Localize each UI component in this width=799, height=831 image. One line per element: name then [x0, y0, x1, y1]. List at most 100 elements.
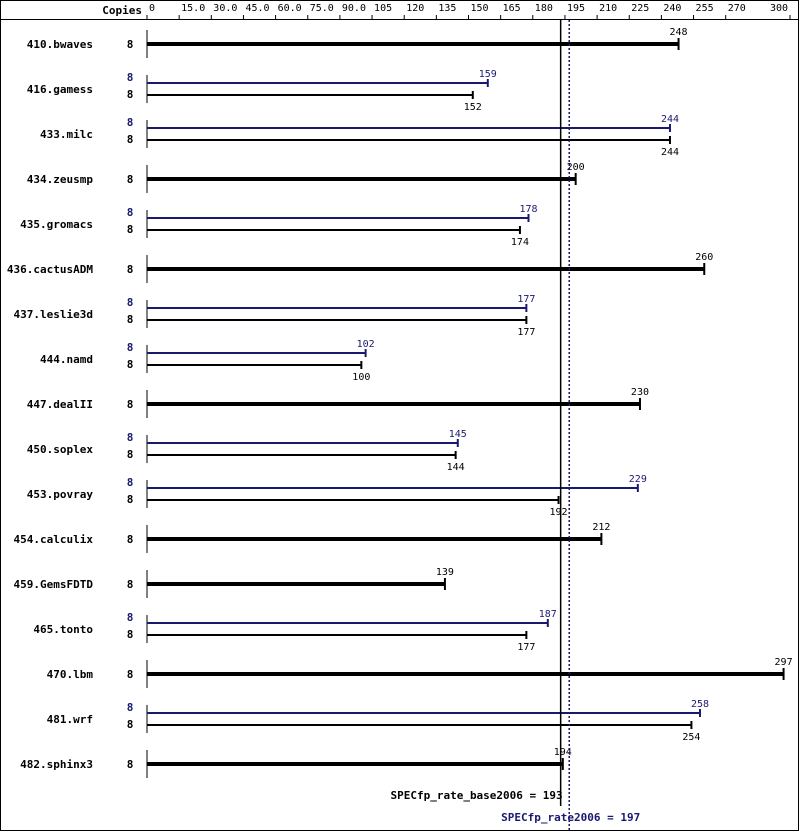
x-tick-label: 225 [631, 3, 649, 14]
base-copies: 8 [127, 448, 134, 461]
base-copies: 8 [127, 718, 134, 731]
peak-value-label: 178 [519, 204, 537, 215]
benchmark-row: 453.povray 8 229 8 192 [27, 474, 647, 518]
benchmark-name: 437.leslie3d [14, 308, 93, 321]
benchmark-row: 444.namd 8 102 8 100 [40, 339, 375, 383]
base-value-label: 144 [447, 462, 465, 473]
base-copies: 8 [127, 533, 134, 546]
benchmark-row: 459.GemsFDTD 8 139 [14, 567, 454, 598]
base-value-label: 152 [464, 102, 482, 113]
x-tick-label: 210 [599, 3, 617, 14]
x-axis-ticks: 0 15.0 30.0 45.0 60.0 75.0 90.0 105 120 135 150 165… [146, 3, 791, 20]
benchmark-row: 436.cactusADM 8 260 [7, 252, 713, 283]
peak-value-label: 229 [629, 474, 647, 485]
x-tick-label: 150 [471, 3, 489, 14]
x-tick-label: 0 [149, 3, 155, 14]
base-value-label: 230 [631, 387, 649, 398]
peak-copies: 8 [127, 71, 134, 84]
base-copies: 8 [127, 578, 134, 591]
base-value-label: 192 [549, 507, 567, 518]
benchmark-row: 433.milc 8 244 8 244 [40, 114, 679, 158]
base-value-label: 297 [775, 657, 793, 668]
peak-value-label: 145 [449, 429, 467, 440]
peak-summary-label: SPECfp_rate2006 = 197 [501, 811, 640, 824]
base-copies: 8 [127, 313, 134, 326]
benchmark-name: 454.calculix [14, 533, 94, 546]
benchmark-row: 435.gromacs 8 178 8 174 [20, 204, 537, 248]
x-tick-label: 90.0 [342, 3, 366, 14]
benchmark-row: 437.leslie3d 8 177 8 177 [14, 294, 536, 338]
base-copies: 8 [127, 88, 134, 101]
base-value-label: 244 [661, 147, 679, 158]
base-copies: 8 [127, 668, 134, 681]
base-value-label: 248 [670, 27, 688, 38]
base-value-label: 194 [554, 747, 572, 758]
x-tick-label: 15.0 [181, 3, 205, 14]
base-value-label: 139 [436, 567, 454, 578]
benchmark-row: 481.wrf 8 258 8 254 [47, 699, 709, 743]
base-copies: 8 [127, 38, 134, 51]
base-value-label: 254 [682, 732, 700, 743]
peak-copies: 8 [127, 611, 134, 624]
base-copies: 8 [127, 223, 134, 236]
base-copies: 8 [127, 133, 134, 146]
peak-copies: 8 [127, 701, 134, 714]
benchmark-name: 481.wrf [47, 713, 93, 726]
benchmark-name: 482.sphinx3 [20, 758, 93, 771]
x-tick-label: 30.0 [213, 3, 237, 14]
x-tick-label: 270 [728, 3, 746, 14]
benchmark-name: 459.GemsFDTD [14, 578, 94, 591]
benchmark-name: 435.gromacs [20, 218, 93, 231]
base-copies: 8 [127, 758, 134, 771]
benchmark-name: 433.milc [40, 128, 93, 141]
base-value-label: 260 [695, 252, 713, 263]
x-tick-label: 180 [535, 3, 553, 14]
peak-copies: 8 [127, 341, 134, 354]
benchmark-row: 434.zeusmp 8 200 [27, 162, 585, 193]
summary-lines: SPECfp_rate_base2006 = 193 SPECfp_rate200… [390, 20, 640, 831]
base-copies: 8 [127, 358, 134, 371]
base-copies: 8 [127, 173, 134, 186]
benchmark-name: 416.gamess [27, 83, 93, 96]
benchmark-name: 465.tonto [33, 623, 93, 636]
benchmark-name: 447.dealII [27, 398, 93, 411]
peak-value-label: 187 [539, 609, 557, 620]
base-value-label: 174 [511, 237, 529, 248]
peak-value-label: 159 [479, 69, 497, 80]
benchmark-row: 416.gamess 8 159 8 152 [27, 69, 497, 113]
base-value-label: 177 [517, 642, 535, 653]
x-tick-label: 45.0 [245, 3, 269, 14]
copies-header: Copies [102, 4, 142, 17]
base-value-label: 212 [592, 522, 610, 533]
x-tick-label: 75.0 [310, 3, 334, 14]
benchmark-row: 465.tonto 8 187 8 177 [33, 609, 556, 653]
base-value-label: 177 [517, 327, 535, 338]
base-copies: 8 [127, 628, 134, 641]
peak-copies: 8 [127, 296, 134, 309]
peak-copies: 8 [127, 206, 134, 219]
x-tick-label: 105 [374, 3, 392, 14]
base-copies: 8 [127, 493, 134, 506]
x-tick-label: 135 [438, 3, 456, 14]
peak-copies: 8 [127, 476, 134, 489]
base-summary-label: SPECfp_rate_base2006 = 193 [390, 789, 562, 802]
benchmark-row: 410.bwaves 8 248 [27, 27, 688, 58]
benchmark-name: 436.cactusADM [7, 263, 93, 276]
x-tick-label: 255 [696, 3, 714, 14]
benchmark-name: 453.povray [27, 488, 94, 501]
benchmark-row: 454.calculix 8 212 [14, 522, 610, 553]
peak-copies: 8 [127, 431, 134, 444]
x-tick-label: 300 [770, 3, 788, 14]
benchmark-name: 444.namd [40, 353, 93, 366]
benchmark-name: 450.soplex [27, 443, 94, 456]
peak-copies: 8 [127, 116, 134, 129]
peak-value-label: 177 [517, 294, 535, 305]
base-copies: 8 [127, 398, 134, 411]
base-value-label: 200 [567, 162, 585, 173]
peak-value-label: 258 [691, 699, 709, 710]
benchmark-name: 470.lbm [47, 668, 94, 681]
x-tick-label: 60.0 [278, 3, 302, 14]
